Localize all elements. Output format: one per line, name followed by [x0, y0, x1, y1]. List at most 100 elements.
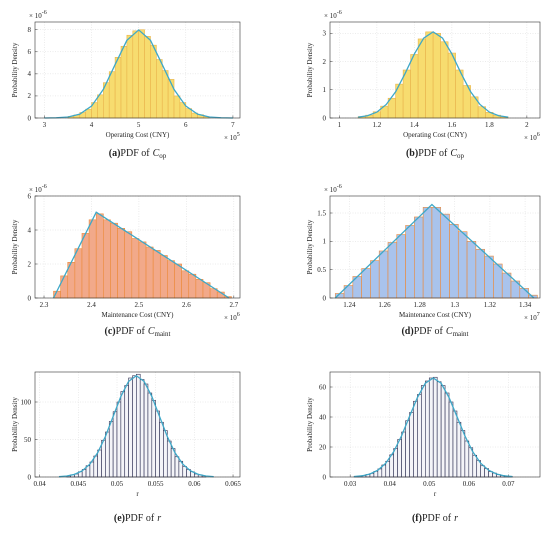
subplot: 0 0.5 1 1.5 1.24 1.26 1.28 1.3 1.32 1.34 Probabili…	[306, 184, 541, 338]
y-tick-label: 6	[28, 192, 32, 200]
bar	[81, 233, 90, 299]
x-axis-label: r	[136, 490, 139, 498]
bar	[95, 213, 104, 299]
x-tick-label: 1.28	[413, 301, 426, 309]
x-tick-label: 0.04	[34, 480, 47, 488]
bar	[159, 421, 164, 478]
x-scale: × 107	[524, 312, 540, 322]
bar	[124, 385, 129, 478]
bar	[401, 431, 406, 478]
bar	[159, 255, 168, 299]
bar	[466, 241, 477, 299]
caption-subscript: maint	[453, 330, 469, 338]
subplot: 0 50 100 0.04 0.045 0.05 0.055 0.06 0.065 Probabi…	[11, 371, 241, 524]
bar	[422, 207, 433, 299]
bar	[74, 248, 83, 299]
y-tick-label: 4	[28, 226, 32, 234]
bar	[361, 268, 371, 299]
x-tick-label: 0.03	[344, 480, 357, 488]
caption-text: PDF of	[120, 148, 150, 159]
bar	[188, 273, 197, 299]
plot-frame	[329, 21, 541, 119]
bar	[397, 439, 402, 478]
bar	[444, 392, 450, 478]
bar	[138, 241, 147, 299]
y-tick-label: 0	[28, 473, 32, 481]
x-tick-label: 2.6	[182, 301, 191, 309]
y-axis-label: Probability Density	[306, 42, 314, 97]
y-scale-base: × 10	[29, 186, 42, 194]
bar	[405, 420, 410, 478]
y-scale-exponent: -6	[42, 184, 47, 190]
y-tick-label: 8	[28, 26, 32, 34]
fit-curve	[354, 377, 513, 478]
y-axis-label: Probability Density	[306, 397, 314, 452]
x-scale-base: × 10	[524, 314, 537, 322]
bar	[440, 41, 449, 119]
plot-frame	[34, 195, 241, 299]
bar	[396, 234, 406, 299]
caption-subscript: maint	[155, 330, 171, 338]
bar	[173, 95, 181, 119]
y-tick-label: 50	[24, 436, 32, 444]
caption-label: (b)	[406, 148, 418, 159]
bar	[414, 216, 424, 299]
bar	[393, 448, 398, 478]
caption: (d)PDF of Cmaint	[401, 326, 468, 338]
x-scale-base: × 10	[524, 134, 537, 142]
bar	[112, 411, 118, 478]
caption: (e)PDF of r	[114, 513, 161, 524]
caption-label: (a)	[109, 148, 121, 159]
bar	[174, 263, 182, 299]
y-axis-label: Probability Density	[306, 219, 314, 274]
x-scale: × 105	[224, 132, 240, 142]
caption-label: (d)	[401, 326, 413, 337]
x-tick-label: 3	[43, 121, 47, 129]
bar	[138, 29, 145, 119]
bar	[124, 231, 133, 299]
x-tick-label: 1.34	[519, 301, 532, 309]
bar	[93, 455, 98, 478]
bar	[147, 392, 153, 478]
caption-text: PDF of	[125, 513, 155, 524]
bar	[370, 260, 380, 299]
bar	[163, 430, 168, 478]
x-tick-label: 1.2	[373, 121, 382, 129]
bar	[440, 213, 450, 299]
x-tick-label: 0.04	[384, 480, 397, 488]
x-tick-label: 1.8	[485, 121, 494, 129]
x-tick-label: 0.045	[70, 480, 86, 488]
x-tick-label: 0.06	[188, 480, 201, 488]
bar	[97, 94, 104, 119]
x-tick-label: 2.7	[229, 301, 238, 309]
plot-frame	[34, 371, 241, 478]
bar	[440, 385, 446, 478]
bar	[385, 460, 391, 478]
caption-label: (c)	[105, 326, 116, 337]
x-tick-label: 0.05	[111, 480, 124, 488]
caption-text: PDF of	[116, 326, 146, 337]
y-scale-base: × 10	[29, 12, 42, 20]
bar	[132, 30, 139, 119]
bar	[457, 231, 468, 299]
y-tick-label: 6	[28, 48, 32, 56]
y-tick-label: 2	[323, 58, 327, 66]
y-tick-label: 40	[319, 413, 327, 421]
y-tick-label: 0	[323, 473, 327, 481]
y-tick-label: 60	[319, 383, 327, 391]
x-tick-label: 5	[137, 121, 141, 129]
y-tick-label: 1	[323, 86, 327, 94]
x-scale: × 106	[524, 132, 540, 142]
x-tick-label: 1	[338, 121, 342, 129]
bar	[425, 380, 430, 478]
subplot: 0 2 4 6 2.3 2.4 2.5 2.6 2.7 Probability Density Ma…	[11, 184, 241, 338]
caption-label: (f)	[412, 513, 422, 524]
bar	[150, 44, 157, 119]
bar	[60, 275, 69, 299]
x-tick-label: 2.3	[40, 301, 49, 309]
plot-frame	[329, 195, 541, 299]
caption-text: PDF of	[422, 513, 452, 524]
caption-symbol: C	[450, 148, 457, 159]
x-tick-label: 2.4	[87, 301, 96, 309]
x-axis-label: Operating Cost (CNY)	[403, 131, 467, 139]
